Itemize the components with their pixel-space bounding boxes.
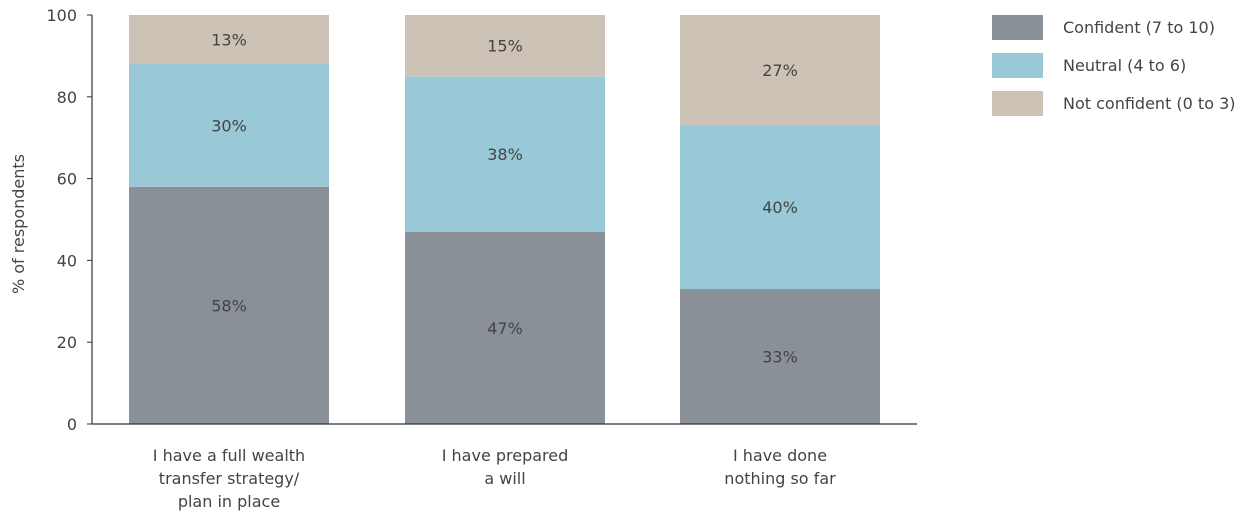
y-axis-title: % of respondents	[9, 154, 28, 294]
bar-segment	[129, 15, 329, 65]
legend-label: Neutral (4 to 6)	[1063, 56, 1186, 75]
x-axis: I have a full wealth transfer strategy/pl…	[92, 423, 917, 511]
y-tick-label: 20	[57, 333, 77, 352]
bars-group	[129, 15, 880, 424]
x-category-label: nothing so far	[724, 469, 836, 488]
y-axis: 0 20 40 60 80 100	[46, 6, 93, 434]
y-tick-label: 40	[57, 251, 77, 270]
legend-swatch	[992, 91, 1043, 116]
x-category-label: I have a full wealth	[153, 446, 305, 465]
legend-label: Confident (7 to 10)	[1063, 18, 1215, 37]
x-category-label: I have prepared	[442, 446, 569, 465]
x-category-label: plan in place	[178, 492, 280, 511]
bar-segment	[405, 76, 605, 232]
bar-segment	[129, 186, 329, 424]
data-label: 58%	[211, 296, 247, 315]
y-tick-label: 0	[67, 415, 77, 434]
x-category-label: transfer strategy/	[159, 469, 300, 488]
data-label: 47%	[487, 319, 523, 338]
bar-segment	[680, 289, 880, 424]
x-category-label: I have done	[733, 446, 827, 465]
legend-swatch	[992, 53, 1043, 78]
y-tick-label: 100	[46, 6, 77, 25]
x-category-label: a will	[484, 469, 525, 488]
data-label: 33%	[762, 348, 798, 367]
legend: Confident (7 to 10) Neutral (4 to 6) Not c…	[992, 15, 1236, 116]
bar-segment	[405, 231, 605, 424]
y-tick-label: 60	[57, 170, 77, 189]
bar-segment	[680, 125, 880, 290]
legend-swatch	[992, 15, 1043, 40]
data-label: 13%	[211, 31, 247, 50]
data-label: 30%	[211, 116, 247, 135]
data-label: 38%	[487, 145, 523, 164]
legend-label: Not confident (0 to 3)	[1063, 94, 1236, 113]
bar-segment	[405, 15, 605, 77]
data-label: 40%	[762, 198, 798, 217]
y-tick-label: 80	[57, 88, 77, 107]
data-label: 27%	[762, 61, 798, 80]
segment-labels-group: 58% 30% 13% 47% 38% 15% 33% 40% 27%	[211, 31, 798, 367]
bar-segment	[129, 64, 329, 187]
data-label: 15%	[487, 37, 523, 56]
bar-segment	[680, 15, 880, 126]
